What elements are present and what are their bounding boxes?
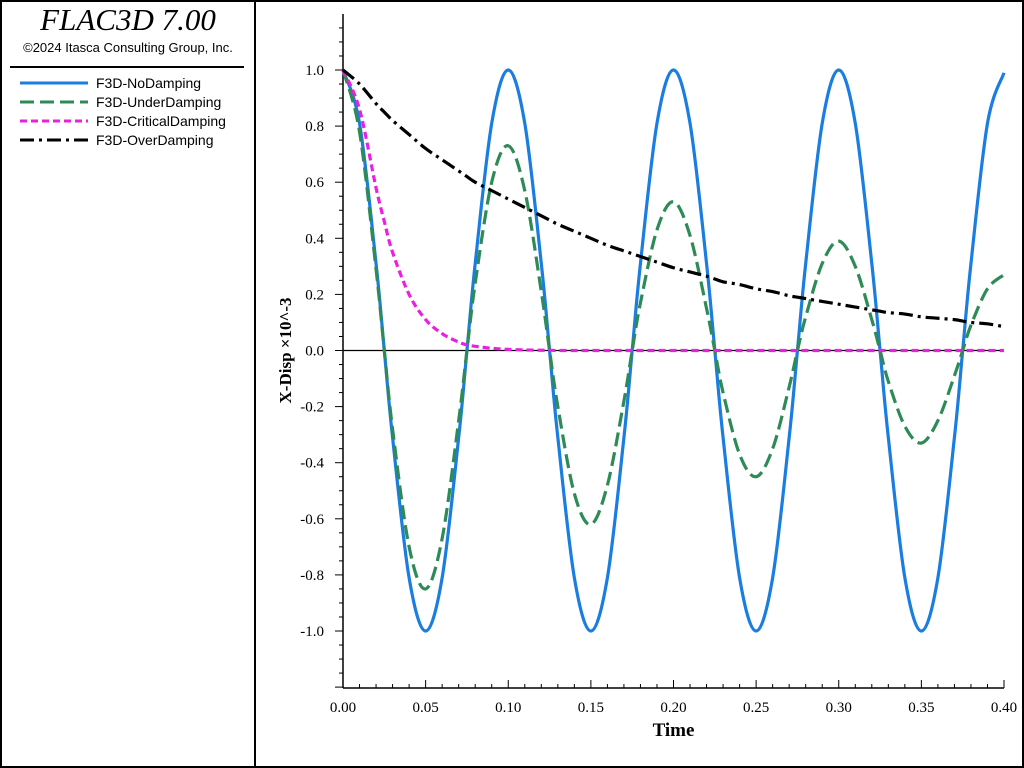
x-tick-label: 0.40: [991, 700, 1017, 716]
x-tick-label: 0.25: [743, 700, 769, 716]
series-nodamping: [341, 68, 1006, 633]
y-tick-label: 0.6: [305, 175, 324, 191]
x-tick-label: 0.10: [495, 700, 521, 716]
legend-item-criticaldamping: F3D-CriticalDamping: [10, 112, 250, 131]
y-tick-label: -0.6: [300, 512, 324, 528]
y-tick-label: 1.0: [305, 63, 324, 79]
y-axis-title: X-Disp ×10^-3: [276, 298, 295, 404]
y-tick-label: -0.2: [300, 400, 324, 416]
legend-item-underdamping: F3D-UnderDamping: [10, 93, 250, 112]
series-underdamping: [341, 69, 1006, 591]
legend-swatch-nodamping: [20, 81, 88, 85]
x-tick-label: 0.05: [413, 700, 439, 716]
y-tick-label: 0.8: [305, 119, 324, 135]
legend-label-underdamping: F3D-UnderDamping: [96, 94, 222, 110]
legend-label-nodamping: F3D-NoDamping: [96, 75, 202, 91]
legend-swatch-criticaldamping: [20, 119, 88, 123]
x-tick-label: 0.35: [908, 700, 934, 716]
series-overdamping: [341, 68, 1005, 329]
panel-divider: [10, 66, 244, 68]
x-tick-label: 0.15: [578, 700, 604, 716]
legend-label-overdamping: F3D-OverDamping: [96, 132, 214, 148]
labels-layer: 1.0 0.8 0.6 0.4 0.2 0.0 -0.2 -0.4 -0.6 -0.8 -1.0 0.…: [276, 63, 1017, 741]
legend-item-nodamping: F3D-NoDamping: [10, 74, 250, 93]
legend-swatch-underdamping: [20, 100, 88, 104]
x-tick-label: 0.00: [330, 700, 356, 716]
y-tick-label: -1.0: [300, 624, 324, 640]
legend-item-overdamping: F3D-OverDamping: [10, 131, 250, 150]
x-tick-label: 0.30: [826, 700, 852, 716]
series-layer: [341, 68, 1006, 633]
legend-swatch-overdamping: [20, 138, 88, 142]
y-tick-label: 0.0: [305, 344, 324, 360]
y-tick-label: 0.2: [305, 287, 324, 303]
app-title: FLAC3D 7.00: [40, 2, 216, 37]
legend-panel: FLAC3D 7.00 ©2024 Itasca Consulting Grou…: [0, 0, 256, 768]
y-tick-label: -0.8: [300, 568, 324, 584]
x-tick-label: 0.20: [660, 700, 686, 716]
series-criticaldamping: [341, 69, 1004, 353]
legend: F3D-NoDamping F3D-UnderDamping F3D-Criti…: [10, 74, 250, 150]
x-axis-title: Time: [653, 720, 695, 741]
chart-area: 1.0 0.8 0.6 0.4 0.2 0.0 -0.2 -0.4 -0.6 -0.8 -1.0 0.…: [276, 14, 1017, 741]
legend-label-criticaldamping: F3D-CriticalDamping: [96, 113, 226, 129]
copyright-text: ©2024 Itasca Consulting Group, Inc.: [23, 40, 233, 55]
y-tick-label: -0.4: [300, 456, 324, 472]
y-tick-label: 0.4: [305, 231, 324, 247]
